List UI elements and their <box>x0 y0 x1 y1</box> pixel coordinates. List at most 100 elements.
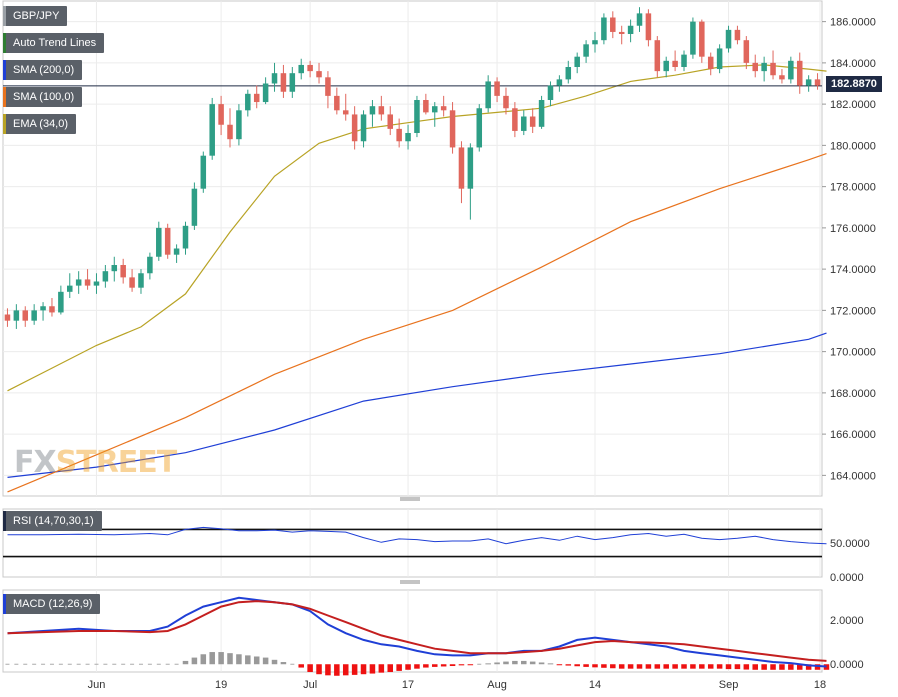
y-tick-label: 176.0000 <box>830 223 876 235</box>
candle-body <box>173 248 180 255</box>
macd-histogram-bar <box>547 663 554 665</box>
macd-histogram-bar <box>440 664 447 667</box>
candle-body <box>49 306 55 313</box>
legend-swatch <box>3 114 6 134</box>
candle-body <box>716 48 723 70</box>
candle-body <box>681 54 687 67</box>
macd-histogram-bar <box>130 663 135 665</box>
candle-body <box>423 100 429 113</box>
y-tick-label: 168.0000 <box>830 388 876 400</box>
macd-histogram-bar <box>253 656 260 665</box>
macd-histogram-bar <box>592 664 598 668</box>
x-tick-label: 18 <box>814 679 826 691</box>
candle-body <box>378 106 385 115</box>
macd-swatch <box>3 594 6 614</box>
macd-histogram-bar <box>414 664 420 669</box>
candle-body <box>610 17 616 32</box>
macd-histogram-bar <box>699 664 705 669</box>
candle-body <box>779 75 785 80</box>
macd-label: MACD (12,26,9) <box>3 594 101 614</box>
macd-histogram-bar <box>191 657 198 665</box>
candle-body <box>156 227 162 257</box>
candle-body <box>342 110 349 115</box>
x-tick-label: 14 <box>589 679 601 691</box>
logo-fx: FX <box>14 445 57 480</box>
candle-body <box>627 25 634 34</box>
macd-histogram-bar <box>200 654 207 665</box>
candle-body <box>120 265 126 278</box>
macd-histogram-bar <box>761 664 767 670</box>
candle-body <box>788 60 794 80</box>
candle-body <box>262 83 269 103</box>
candle-body <box>556 79 563 86</box>
y-tick-label: 170.0000 <box>830 347 876 359</box>
macd-histogram-bar <box>58 663 63 665</box>
y-tick-label: 178.0000 <box>830 182 876 194</box>
macd-histogram-bar <box>112 663 117 665</box>
x-tick-label: Jul <box>303 679 317 691</box>
macd-histogram-bar <box>512 660 518 665</box>
macd-histogram-bar <box>147 663 152 665</box>
macd-histogram-bar <box>707 664 714 669</box>
rsi-swatch <box>3 511 6 531</box>
macd-histogram-bar <box>636 664 643 669</box>
macd-histogram-bar <box>521 660 527 665</box>
macd-histogram-bar <box>796 664 803 670</box>
macd-histogram-bar <box>503 661 509 665</box>
signal-line <box>7 600 827 662</box>
candle-body <box>814 79 821 86</box>
candle-body <box>369 106 376 115</box>
macd-histogram-bar <box>280 662 287 665</box>
legend-item-label: SMA (200,0) <box>13 64 75 76</box>
macd-histogram-bar <box>236 654 242 665</box>
panel-frame-1 <box>2 508 823 578</box>
macd-histogram-bar <box>49 663 54 665</box>
macd-histogram-bar <box>325 664 331 676</box>
macd-histogram-bar <box>360 664 367 675</box>
x-tick-label: 19 <box>215 679 227 691</box>
macd-histogram-bar <box>601 664 607 668</box>
candle-body <box>75 279 82 286</box>
macd-histogram-bar <box>458 664 465 666</box>
candle-body <box>654 40 661 72</box>
macd-histogram-bar <box>342 664 349 676</box>
candle-body <box>431 106 438 113</box>
macd-histogram-bar <box>156 663 161 665</box>
macd-histogram-bar <box>734 664 741 670</box>
macd-histogram-bar <box>5 663 10 665</box>
candle-body <box>191 188 198 226</box>
last-price-badge: 182.8870 <box>826 76 882 92</box>
candle-body <box>565 67 572 80</box>
macd-histogram-bar <box>681 664 687 669</box>
macd-histogram-bar <box>103 663 108 665</box>
macd-histogram-bar <box>752 664 758 670</box>
candle-body <box>200 155 207 189</box>
candle-body <box>182 225 189 249</box>
macd-histogram-bar <box>14 663 19 665</box>
macd-histogram-bar <box>271 659 278 665</box>
candle-body <box>84 279 91 286</box>
y-tick-label: 164.0000 <box>830 470 876 482</box>
macd-histogram-bar <box>351 664 358 675</box>
y-tick-label: 174.0000 <box>830 264 876 276</box>
candle-body <box>725 29 732 49</box>
macd-histogram-bar <box>121 663 126 665</box>
candle-body <box>58 291 64 313</box>
macd-line <box>7 596 827 668</box>
macd-histogram-bar <box>645 664 652 669</box>
series-line-sma-200 <box>7 332 827 478</box>
legend-swatch <box>3 87 6 107</box>
candle-body <box>209 104 215 156</box>
panel-frame-0 <box>2 0 823 497</box>
macd-histogram-bar <box>227 653 233 665</box>
x-tick-label: Aug <box>487 679 507 691</box>
legend-item-trend-lines: Auto Trend Lines <box>3 33 105 53</box>
macd-histogram-bar <box>627 664 634 669</box>
candle-body <box>672 60 678 67</box>
candle-body <box>743 40 750 63</box>
macd-histogram-bar <box>378 664 385 673</box>
macd-histogram-bar <box>583 664 589 667</box>
macd-histogram-bar <box>494 662 500 665</box>
candle-body <box>236 110 242 140</box>
candle-body <box>503 95 509 109</box>
